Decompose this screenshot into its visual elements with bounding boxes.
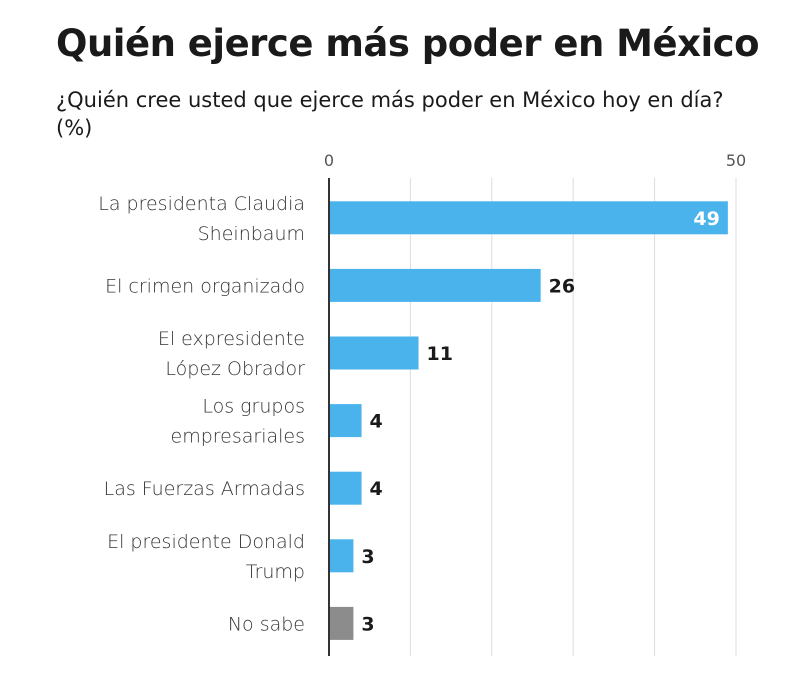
value-label-2: 11 — [427, 343, 453, 365]
chart-subtitle: ¿Quién cree usted que ejerce más poder e… — [56, 88, 724, 140]
value-label-5: 3 — [361, 546, 374, 568]
category-label-0-line-1: Sheinbaum — [198, 223, 305, 245]
bar-5 — [329, 539, 354, 573]
chart-title: Quién ejerce más poder en México — [56, 22, 760, 65]
category-label-1-line-0: El crimen organizado — [105, 275, 305, 297]
category-label-2-line-1: López Obrador — [165, 358, 305, 380]
tick-label-50: 50 — [726, 151, 746, 170]
bar-2 — [329, 336, 419, 370]
category-label-6-line-0: No sabe — [228, 613, 305, 635]
category-label-4-line-0: Las Fuerzas Armadas — [104, 478, 305, 500]
bar-3 — [329, 404, 362, 438]
value-label-3: 4 — [370, 411, 383, 433]
value-label-0: 49 — [693, 208, 719, 230]
value-label-6: 3 — [361, 613, 374, 635]
tick-label-0: 0 — [324, 151, 334, 170]
category-label-3-line-1: empresariales — [171, 426, 305, 448]
bar-4 — [329, 471, 362, 505]
category-label-2-line-0: El expresidente — [158, 328, 305, 350]
category-label-5-line-0: El presidente Donald — [107, 531, 305, 553]
value-label-4: 4 — [370, 478, 383, 500]
category-label-3-line-0: Los grupos — [202, 396, 305, 418]
bar-6 — [329, 606, 354, 640]
value-label-1: 26 — [549, 275, 575, 297]
bar-1 — [329, 268, 541, 302]
bar-0 — [329, 201, 728, 235]
category-label-5-line-1: Trump — [246, 561, 305, 583]
category-label-0-line-0: La presidenta Claudia — [98, 193, 305, 215]
